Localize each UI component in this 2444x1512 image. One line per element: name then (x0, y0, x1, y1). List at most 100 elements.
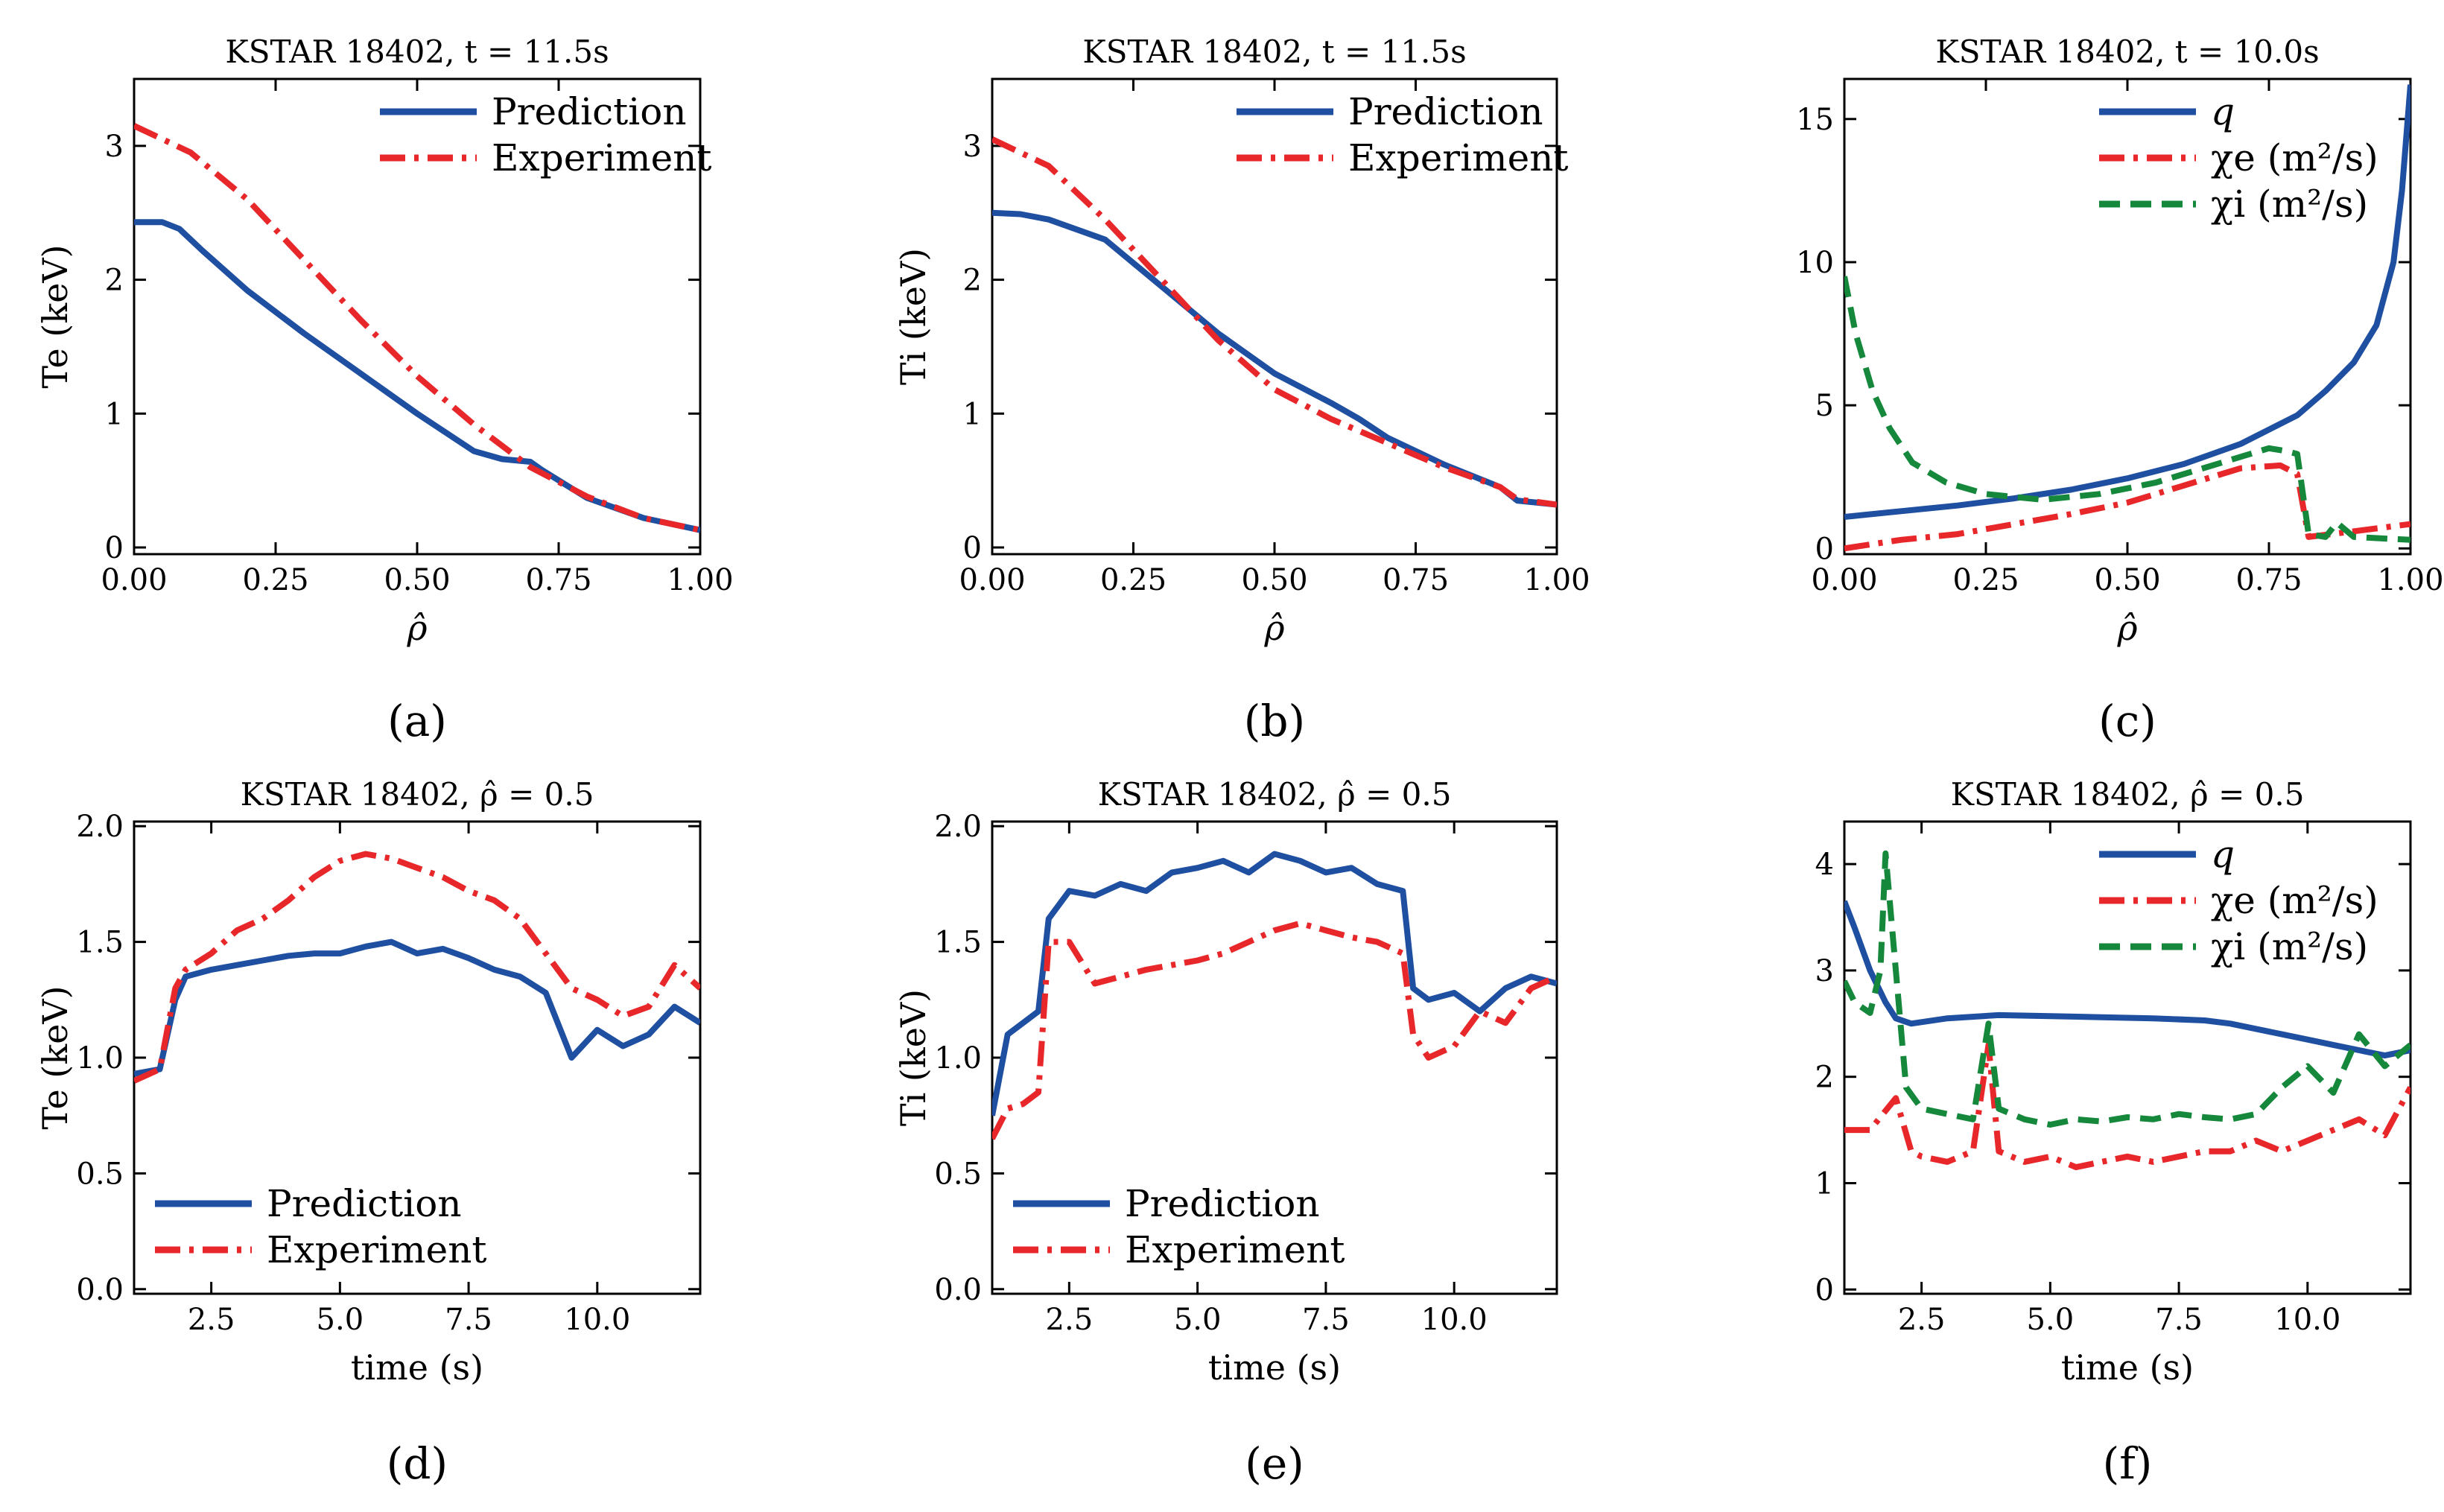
panel-b-legend-label-0: Prediction (1348, 90, 1543, 133)
panel-a-ylabel: Te (keV) (35, 244, 75, 388)
y-tick-label: 0 (1815, 1273, 1834, 1307)
panel-d-ylabel: Te (keV) (35, 985, 75, 1129)
x-tick-label: 0.75 (525, 563, 591, 597)
y-tick-label: 15 (1796, 103, 1834, 137)
x-tick-label: 10.0 (564, 1303, 630, 1337)
panel-f: KSTAR 18402, ρ̂ = 0.5 2.5 5.0 7.5 10.0 0 1 2 3 4 t… (1815, 776, 2412, 1489)
x-tick-label: 0.50 (2094, 563, 2160, 597)
x-tick-label: 0.00 (959, 563, 1025, 597)
x-tick-label: 0.75 (2235, 563, 2302, 597)
panel-f-series-2 (1844, 850, 2410, 1128)
x-tick-label: 10.0 (2274, 1303, 2340, 1337)
y-tick-label: 3 (963, 130, 982, 164)
x-tick-label: 2.5 (188, 1303, 235, 1337)
panel-e-series-0 (992, 851, 1557, 1116)
x-tick-label: 0.50 (1241, 563, 1307, 597)
panel-d: KSTAR 18402, ρ̂ = 0.5 2.5 5.0 7.5 10.0 0.0 0.5… (35, 776, 702, 1489)
panel-e-xlabel: time (s) (1208, 1347, 1341, 1388)
x-tick-label: 5.0 (1174, 1303, 1222, 1337)
y-tick-label: 0.5 (76, 1157, 124, 1191)
panel-b-series-0 (992, 209, 1557, 508)
y-tick-label: 0 (963, 531, 982, 565)
panel-d-series-0 (134, 938, 700, 1077)
x-tick-label: 0.25 (1100, 563, 1167, 597)
panel-c: KSTAR 18402, t = 10.0s 0.00 0.25 0.50 0.75 1.… (1796, 34, 2443, 746)
panel-a-series-1 (134, 123, 700, 533)
y-tick-label: 1 (963, 397, 982, 431)
panel-e-series-1 (992, 920, 1557, 1140)
panel-e: KSTAR 18402, ρ̂ = 0.5 2.5 5.0 7.5 10.0 0.0 0.5… (893, 776, 1558, 1489)
x-tick-label: 0.75 (1383, 563, 1449, 597)
y-tick-label: 1 (105, 397, 124, 431)
panel-c-legend-label-1: χe (m²/s) (2211, 136, 2378, 180)
panel-b-ylabel: Ti (keV) (893, 248, 933, 385)
x-tick-label: 7.5 (445, 1303, 492, 1337)
panel-a-title: KSTAR 18402, t = 11.5s (225, 34, 609, 70)
y-tick-label: 10 (1796, 246, 1834, 280)
panel-f-legend-label-1: χe (m²/s) (2211, 879, 2378, 922)
panel-d-caption: (d) (387, 1438, 448, 1489)
y-tick-label: 1.0 (76, 1041, 124, 1076)
panel-b: KSTAR 18402, t = 11.5s 0.00 0.25 0.50 0.75 1.… (893, 34, 1590, 746)
panel-a-xlabel: ρ̂ (406, 608, 427, 648)
y-tick-label: 2 (105, 264, 124, 298)
y-tick-label: 2.0 (934, 810, 982, 844)
y-tick-label: 0.0 (76, 1273, 124, 1307)
panel-e-caption: (e) (1245, 1438, 1304, 1489)
y-tick-label: 0.0 (934, 1273, 982, 1307)
panel-b-xlabel: ρ̂ (1263, 608, 1284, 648)
y-tick-label: 2 (1815, 1061, 1834, 1095)
panel-e-legend-label-1: Experiment (1125, 1228, 1345, 1271)
y-tick-label: 0.5 (934, 1157, 982, 1191)
panel-e-ylabel: Ti (keV) (893, 989, 933, 1126)
panel-b-title: KSTAR 18402, t = 11.5s (1082, 34, 1466, 70)
y-tick-label: 3 (105, 130, 124, 164)
x-tick-label: 2.5 (1898, 1303, 1946, 1337)
x-tick-label: 10.0 (1421, 1303, 1488, 1337)
x-tick-label: 7.5 (2155, 1303, 2203, 1337)
y-tick-label: 2 (963, 264, 982, 298)
panel-f-series-1 (1844, 1041, 2410, 1171)
panel-a-legend-label-1: Experiment (492, 136, 711, 180)
y-tick-label: 1 (1815, 1166, 1834, 1201)
panel-a-legend-label-0: Prediction (492, 90, 687, 133)
x-tick-label: 1.00 (2377, 563, 2443, 597)
y-tick-label: 1.0 (934, 1041, 982, 1076)
x-tick-label: 0.00 (101, 563, 167, 597)
y-tick-label: 2.0 (76, 810, 124, 844)
panel-b-caption: (b) (1244, 696, 1305, 746)
panel-c-xlabel: ρ̂ (2116, 608, 2137, 648)
y-tick-label: 0 (1815, 532, 1834, 566)
y-tick-label: 3 (1815, 954, 1834, 988)
x-tick-label: 0.25 (242, 563, 308, 597)
panel-c-caption: (c) (2098, 696, 2156, 746)
panel-a: KSTAR 18402, t = 11.5s 0.00 0.25 0.50 0.75 1.… (35, 34, 734, 746)
panel-c-series-2 (1844, 276, 2410, 543)
panel-f-axes-frame (1843, 820, 2412, 1295)
panel-e-legend-label-0: Prediction (1125, 1182, 1320, 1225)
panel-e-title: KSTAR 18402, ρ̂ = 0.5 (1098, 776, 1452, 813)
y-tick-label: 1.5 (934, 926, 982, 960)
x-tick-label: 7.5 (1302, 1303, 1350, 1337)
panel-b-legend-label-1: Experiment (1348, 136, 1568, 180)
panel-c-series-1 (1844, 462, 2410, 552)
y-tick-label: 4 (1815, 848, 1834, 882)
y-tick-label: 5 (1815, 389, 1834, 423)
panel-d-xlabel: time (s) (351, 1347, 483, 1388)
panel-d-series-1 (134, 851, 700, 1084)
x-tick-label: 0.50 (384, 563, 450, 597)
panel-d-legend-label-1: Experiment (267, 1228, 486, 1271)
x-tick-label: 0.25 (1952, 563, 2019, 597)
panel-f-title: KSTAR 18402, ρ̂ = 0.5 (1951, 776, 2305, 813)
x-tick-label: 5.0 (2027, 1303, 2075, 1337)
x-tick-label: 1.00 (667, 563, 733, 597)
x-tick-label: 5.0 (317, 1303, 364, 1337)
panel-b-series-1 (992, 136, 1557, 508)
panel-f-legend-label-0: q (2211, 833, 2235, 876)
x-tick-label: 0.00 (1811, 563, 1877, 597)
x-tick-label: 2.5 (1046, 1303, 1094, 1337)
panel-d-legend-label-0: Prediction (267, 1182, 462, 1225)
panel-c-series-0 (1844, 84, 2410, 520)
panel-f-caption: (f) (2103, 1438, 2153, 1489)
